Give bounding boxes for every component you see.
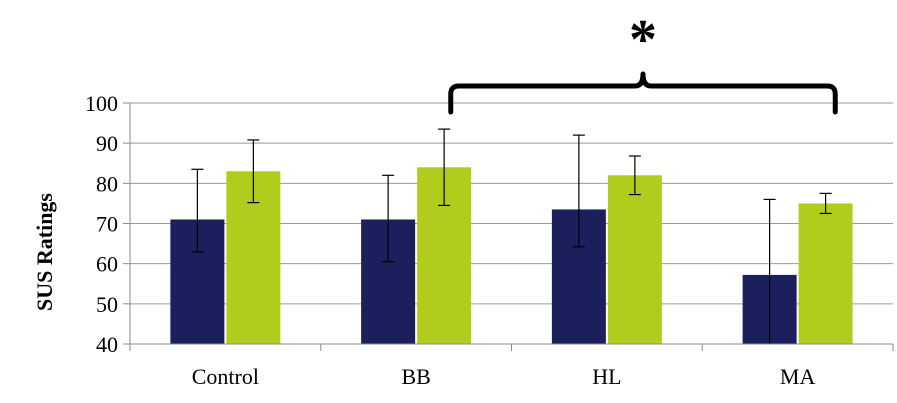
x-category-label: BB [401, 364, 430, 389]
bars [170, 167, 853, 344]
x-category-label: HL [592, 364, 621, 389]
significance-bracket [448, 71, 838, 115]
x-category-label: Control [192, 364, 259, 389]
y-tick-label: 60 [96, 252, 118, 277]
y-tick-label: 90 [96, 131, 118, 156]
annotations: * [448, 9, 838, 115]
bar [798, 203, 853, 344]
significance-asterisk: * [629, 9, 657, 71]
y-tick-label: 80 [96, 171, 118, 196]
error-bars [191, 128, 832, 344]
y-tick-label: 40 [96, 332, 118, 357]
y-axis-label: SUS Ratings [32, 193, 57, 311]
bar [607, 175, 662, 344]
y-tick-label: 50 [96, 292, 118, 317]
axes: 40 50 60 70 80 90 100 Control BB HL MA [85, 91, 894, 389]
y-tick-label: 70 [96, 212, 118, 237]
y-tick-label: 100 [85, 91, 118, 116]
x-category-label: MA [780, 364, 816, 389]
